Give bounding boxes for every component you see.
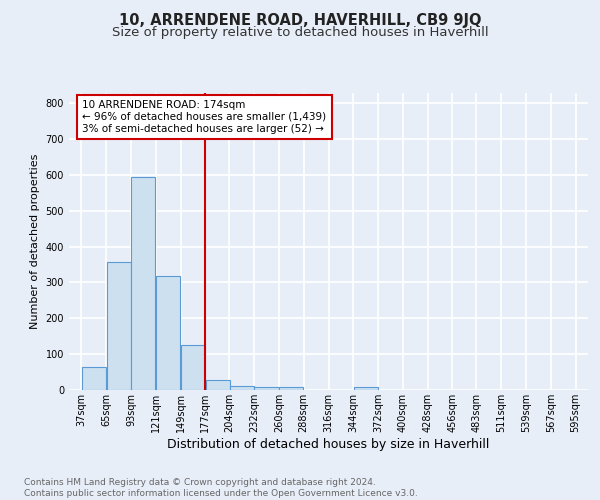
Bar <box>131 178 155 390</box>
Bar <box>156 276 180 390</box>
X-axis label: Distribution of detached houses by size in Haverhill: Distribution of detached houses by size … <box>167 438 490 450</box>
Bar <box>181 345 205 390</box>
Text: 10, ARRENDENE ROAD, HAVERHILL, CB9 9JQ: 10, ARRENDENE ROAD, HAVERHILL, CB9 9JQ <box>119 12 481 28</box>
Y-axis label: Number of detached properties: Number of detached properties <box>30 154 40 329</box>
Bar <box>206 380 230 390</box>
Bar <box>254 387 278 390</box>
Bar <box>230 386 254 390</box>
Text: Size of property relative to detached houses in Haverhill: Size of property relative to detached ho… <box>112 26 488 39</box>
Text: Contains HM Land Registry data © Crown copyright and database right 2024.
Contai: Contains HM Land Registry data © Crown c… <box>24 478 418 498</box>
Bar <box>107 262 131 390</box>
Bar <box>82 366 106 390</box>
Bar <box>353 388 378 390</box>
Bar <box>279 387 304 390</box>
Text: 10 ARRENDENE ROAD: 174sqm
← 96% of detached houses are smaller (1,439)
3% of sem: 10 ARRENDENE ROAD: 174sqm ← 96% of detac… <box>82 100 326 134</box>
